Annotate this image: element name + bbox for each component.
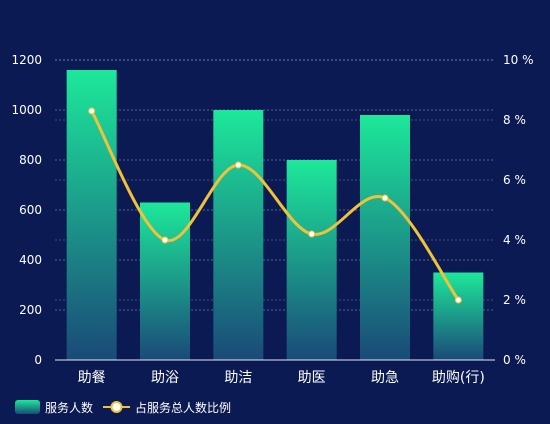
left-tick-label: 400 <box>19 253 42 267</box>
bar <box>286 160 337 360</box>
line-point <box>454 296 462 304</box>
legend[interactable]: 服务人数 占服务总人数比例 <box>15 400 231 415</box>
left-tick-label: 200 <box>19 303 42 317</box>
right-tick-label: 10 % <box>503 53 534 67</box>
legend-line-label: 占服务总人数比例 <box>135 400 231 415</box>
right-axis: 0 % 2 % 4 % 6 % 8 % 10 % <box>503 53 534 367</box>
x-tick-label: 助医 <box>298 370 326 386</box>
right-tick-label: 8 % <box>503 113 526 127</box>
bar <box>66 70 117 360</box>
legend-line-marker <box>110 401 123 413</box>
ratio-line <box>90 109 460 302</box>
bar-series <box>66 70 484 360</box>
grid-lines <box>55 59 495 311</box>
line-point <box>88 107 96 115</box>
legend-bar-swatch <box>15 400 40 414</box>
x-tick-label: 助洁 <box>224 370 252 386</box>
bar <box>140 202 190 360</box>
left-axis: 0 200 400 600 800 1000 1200 <box>11 53 42 367</box>
line-point <box>161 236 169 244</box>
x-tick-label: 助急 <box>371 370 399 386</box>
line-point <box>234 161 242 169</box>
right-tick-label: 6 % <box>503 173 526 187</box>
left-tick-label: 0 <box>34 353 42 367</box>
right-tick-label: 4 % <box>503 233 526 247</box>
legend-bar-label: 服务人数 <box>45 400 93 415</box>
left-tick-label: 800 <box>19 153 42 167</box>
left-tick-label: 600 <box>19 203 42 217</box>
right-tick-label: 2 % <box>503 293 526 307</box>
bar <box>213 110 264 360</box>
x-tick-label: 助浴 <box>151 370 179 386</box>
bar <box>360 115 410 360</box>
x-tick-label: 助购(行) <box>432 370 485 386</box>
line-series <box>88 107 462 304</box>
right-tick-label: 0 % <box>503 353 526 367</box>
left-tick-label: 1000 <box>11 103 42 117</box>
bar <box>433 272 484 360</box>
left-tick-label: 1200 <box>11 53 42 67</box>
x-tick-label: 助餐 <box>78 370 106 386</box>
line-point <box>381 194 389 202</box>
x-axis: 助餐 助浴 助洁 助医 助急 助购(行) <box>55 359 495 386</box>
line-point <box>308 230 316 238</box>
